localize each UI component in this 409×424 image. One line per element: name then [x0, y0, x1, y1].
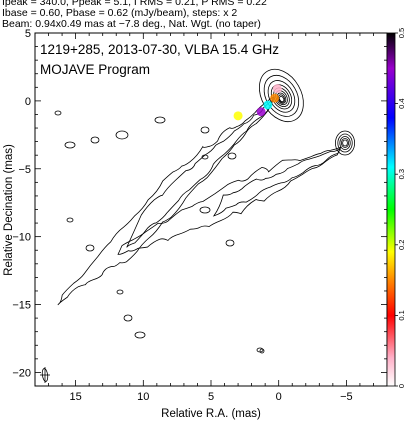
x-tick-label: −5 [340, 391, 353, 403]
colorbar [386, 32, 396, 387]
polarization-cell [263, 100, 273, 110]
jet-outer-contour [57, 96, 275, 306]
contour-island [90, 136, 100, 144]
colorbar-tick-label: 0.2 [397, 240, 406, 250]
core-contour [258, 68, 304, 123]
header-line-3: Beam: 0.94x0.49 mas at −7.8 deg., Nat. W… [2, 18, 261, 30]
contour-island [64, 141, 76, 149]
contour-island [66, 217, 74, 223]
plot-frame [34, 32, 388, 387]
x-tick-label: 5 [208, 391, 214, 403]
y-tick-label: −5 [18, 164, 31, 176]
contour-island [201, 154, 209, 160]
polarization-cell [256, 107, 266, 117]
chart-title: 1219+285, 2013-07-30, VLBA 15.4 GHz [40, 42, 279, 57]
polarization-patch [233, 84, 282, 121]
contour-island [134, 331, 146, 339]
polarization-cell [272, 84, 282, 94]
contour-lines [54, 68, 356, 354]
header-line-2: Ibase = 0.60, Pbase = 0.62 (mJy/beam), s… [2, 7, 238, 19]
chart-subtitle: MOJAVE Program [40, 62, 150, 77]
contour-island [85, 244, 95, 252]
x-tick-label: 10 [137, 391, 149, 403]
core-contour [278, 94, 286, 103]
colorbar-tick-label: 0.3 [397, 169, 406, 179]
colorbar-labels: 0 0.1 0.2 0.3 0.4 0.5 [395, 28, 406, 388]
core-contour [279, 96, 285, 103]
y-axis-label: Relative Decination (mas) [3, 144, 15, 276]
x-tick-label: 15 [69, 391, 81, 403]
contour-island [54, 110, 62, 116]
colorbar-tick-label: 0.4 [397, 98, 406, 108]
x-axis-label: Relative R.A. (mas) [161, 408, 261, 420]
knot-contour [337, 133, 353, 153]
jet-inner-contour [126, 98, 274, 248]
axis-ticks [35, 32, 387, 386]
contour-island [259, 348, 265, 354]
jet-inner-contour [212, 147, 342, 217]
header-line-1: Ipeak = 340.0, Ppeak = 5.1, I RMS = 0.21… [2, 0, 267, 8]
contour-island [200, 126, 210, 134]
polarization-cell [233, 111, 243, 121]
knot-contour [342, 139, 348, 147]
contour-island [199, 206, 211, 214]
y-tick-label: 5 [25, 28, 31, 40]
tick-labels: 15 10 5 0 −5 5 0 −5 −10 −15 −20 [12, 28, 352, 403]
y-tick-label: −10 [12, 232, 31, 244]
colorbar-tick-label: 0.1 [397, 310, 406, 320]
knot-contour [341, 138, 350, 148]
contour-island [154, 116, 166, 124]
colorbar-tick-label: 0 [397, 384, 406, 388]
contour-island [225, 239, 235, 247]
colorbar-tick-label: 0.5 [397, 28, 406, 38]
knot-contour [339, 136, 351, 150]
jet-outer-contour [117, 146, 342, 255]
contour-island [116, 289, 124, 295]
knot-contour [335, 130, 356, 156]
beam-ellipse [40, 367, 50, 383]
y-tick-label: −20 [12, 367, 31, 379]
x-tick-label: 0 [276, 391, 282, 403]
y-tick-label: 0 [25, 96, 31, 108]
y-tick-label: −15 [12, 300, 31, 312]
contour-island [115, 130, 129, 140]
contour-island [227, 152, 237, 160]
contour-island [123, 314, 133, 322]
polarization-cell [270, 93, 280, 103]
